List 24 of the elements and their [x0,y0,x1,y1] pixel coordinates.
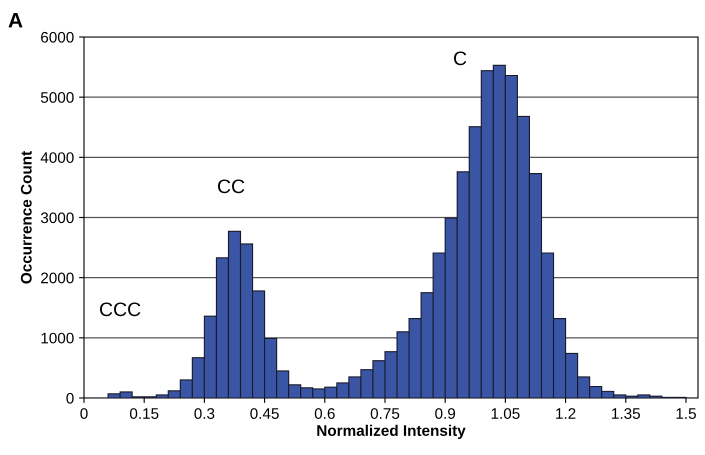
x-tick-label: 1.35 [612,408,640,419]
x-tick-label: 0.9 [435,408,456,419]
y-tick-label: 0 [66,392,74,404]
x-tick-label: 0 [80,408,88,419]
y-tick-label: 4000 [40,152,74,164]
x-tick-label: 1.05 [492,408,520,419]
text: A [8,13,22,28]
x-tick-label: 0.3 [194,408,214,419]
annotation: CC [218,179,244,194]
x-tick-label: 1.2 [556,408,576,419]
x-tick-label: 0.6 [314,408,335,419]
x-axis-title: Normalized Intensity [317,424,466,439]
x-tick-label: 1.5 [676,408,696,419]
y-tick-label: 3000 [40,212,74,224]
y-axis-title: Occurrence Count [20,151,32,284]
x-tick-label: 0.45 [250,408,279,419]
y-tick-label: 1000 [41,332,74,344]
y-tick-label: 6000 [41,32,74,43]
x-tick-label: 0.15 [130,408,158,419]
annotation: C [454,51,466,66]
y-tick-label: 5000 [40,92,74,103]
x-tick-label: 0.75 [370,408,400,419]
annotation: CCC [100,302,140,316]
y-tick-label: 2000 [41,272,74,284]
